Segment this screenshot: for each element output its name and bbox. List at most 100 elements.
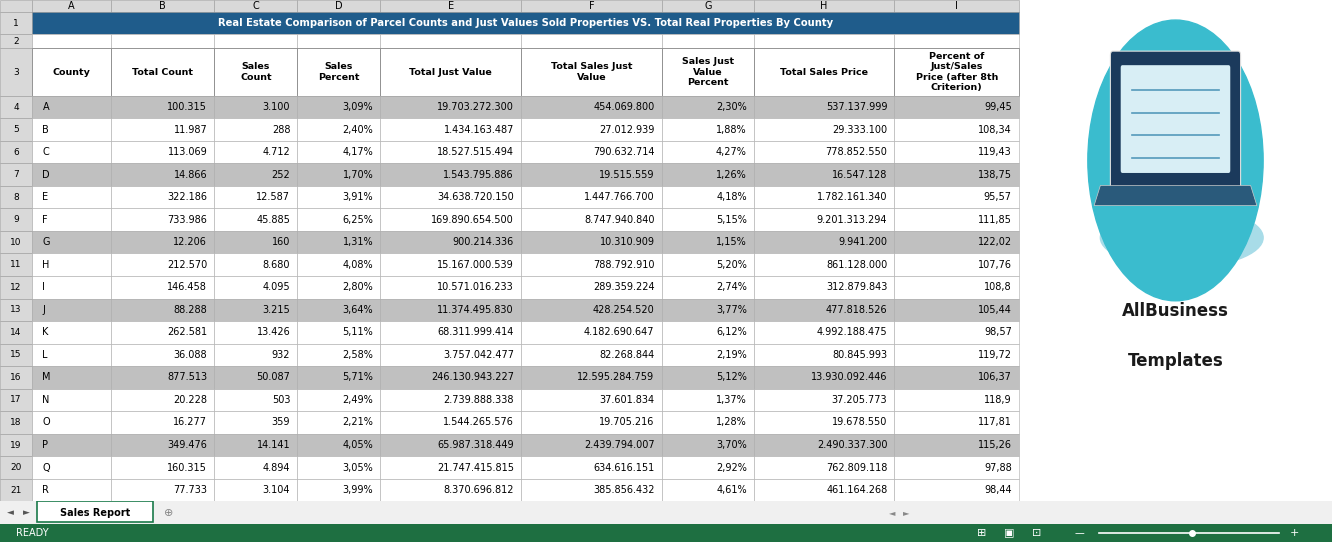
Bar (32, 118, 111, 141)
Text: 4,27%: 4,27% (715, 147, 747, 157)
Bar (0, 34, 32, 48)
Text: 900.214.336: 900.214.336 (453, 237, 514, 247)
Bar (111, 434, 214, 456)
Bar (297, 321, 381, 344)
Bar (0, 344, 32, 366)
Bar (32, 48, 111, 96)
Bar (297, 299, 381, 321)
Bar (111, 299, 214, 321)
Text: Templates: Templates (1128, 352, 1223, 370)
Bar (521, 299, 662, 321)
Bar (297, 163, 381, 186)
Ellipse shape (1100, 208, 1263, 268)
Text: 212.570: 212.570 (166, 260, 208, 270)
Text: F: F (589, 1, 594, 11)
Text: 95,57: 95,57 (984, 192, 1012, 202)
Bar (0, 118, 32, 141)
Bar (214, 231, 297, 254)
Bar (0, 12, 32, 34)
Bar (521, 456, 662, 479)
Text: 12.595.284.759: 12.595.284.759 (577, 372, 654, 383)
Text: 762.809.118: 762.809.118 (826, 462, 887, 473)
Text: 77.733: 77.733 (173, 485, 208, 495)
Bar (297, 344, 381, 366)
Bar (895, 96, 1019, 118)
Bar (754, 118, 895, 141)
Text: 246.130.943.227: 246.130.943.227 (430, 372, 514, 383)
Bar (521, 231, 662, 254)
Bar (662, 254, 754, 276)
Text: 3.104: 3.104 (262, 485, 290, 495)
Text: 160: 160 (272, 237, 290, 247)
Bar (895, 479, 1019, 501)
Text: ►: ► (903, 508, 908, 517)
Bar (381, 344, 521, 366)
Text: 17: 17 (11, 396, 21, 404)
Text: 19.678.550: 19.678.550 (832, 417, 887, 428)
Text: 15: 15 (11, 350, 21, 359)
Bar (754, 48, 895, 96)
Text: 3,91%: 3,91% (342, 192, 373, 202)
Text: ►: ► (23, 508, 31, 517)
Text: E: E (448, 1, 454, 11)
Bar (0, 209, 32, 231)
Text: 13.930.092.446: 13.930.092.446 (811, 372, 887, 383)
Bar (521, 48, 662, 96)
Text: 12.587: 12.587 (256, 192, 290, 202)
Bar (0, 141, 32, 163)
Text: 18.527.515.494: 18.527.515.494 (437, 147, 514, 157)
Text: ⊞: ⊞ (976, 528, 987, 538)
Text: Sales
Count: Sales Count (240, 62, 272, 82)
Bar (0, 524, 1332, 542)
Bar (111, 456, 214, 479)
Bar (111, 276, 214, 299)
Text: ⊕: ⊕ (164, 508, 174, 518)
Text: G: G (43, 237, 51, 247)
Text: 12: 12 (11, 283, 21, 292)
Text: G: G (705, 1, 711, 11)
Text: 733.986: 733.986 (168, 215, 208, 225)
Bar (521, 344, 662, 366)
Text: 5,12%: 5,12% (715, 372, 747, 383)
Bar (662, 48, 754, 96)
Text: 2,21%: 2,21% (342, 417, 373, 428)
Bar (0, 163, 32, 186)
Text: 634.616.151: 634.616.151 (593, 462, 654, 473)
Bar (521, 0, 662, 12)
Bar (381, 163, 521, 186)
Text: 37.205.773: 37.205.773 (831, 395, 887, 405)
Text: 14.141: 14.141 (257, 440, 290, 450)
Text: N: N (43, 395, 49, 405)
Bar (111, 209, 214, 231)
Text: 20: 20 (11, 463, 21, 472)
Bar (297, 479, 381, 501)
Bar (662, 276, 754, 299)
Bar (0, 48, 32, 96)
Text: 146.458: 146.458 (168, 282, 208, 292)
Text: 428.254.520: 428.254.520 (593, 305, 654, 315)
Bar (662, 344, 754, 366)
Text: 19.703.272.300: 19.703.272.300 (437, 102, 514, 112)
Text: I: I (955, 1, 958, 11)
Text: ▣: ▣ (1004, 528, 1015, 538)
Bar (297, 254, 381, 276)
Text: 2,92%: 2,92% (715, 462, 747, 473)
Bar (381, 389, 521, 411)
Text: 4,61%: 4,61% (717, 485, 747, 495)
Bar (381, 141, 521, 163)
Bar (0, 231, 32, 254)
Bar (297, 34, 381, 48)
Bar (754, 141, 895, 163)
Bar (381, 276, 521, 299)
Text: READY: READY (16, 528, 48, 538)
Text: ◄: ◄ (7, 508, 15, 517)
Bar (32, 96, 111, 118)
Bar (662, 231, 754, 254)
Bar (0, 96, 32, 118)
Text: 322.186: 322.186 (168, 192, 208, 202)
Text: 13: 13 (11, 305, 21, 314)
Text: 1.544.265.576: 1.544.265.576 (444, 417, 514, 428)
Text: 861.128.000: 861.128.000 (826, 260, 887, 270)
FancyBboxPatch shape (1111, 51, 1240, 190)
Text: A: A (68, 1, 75, 11)
